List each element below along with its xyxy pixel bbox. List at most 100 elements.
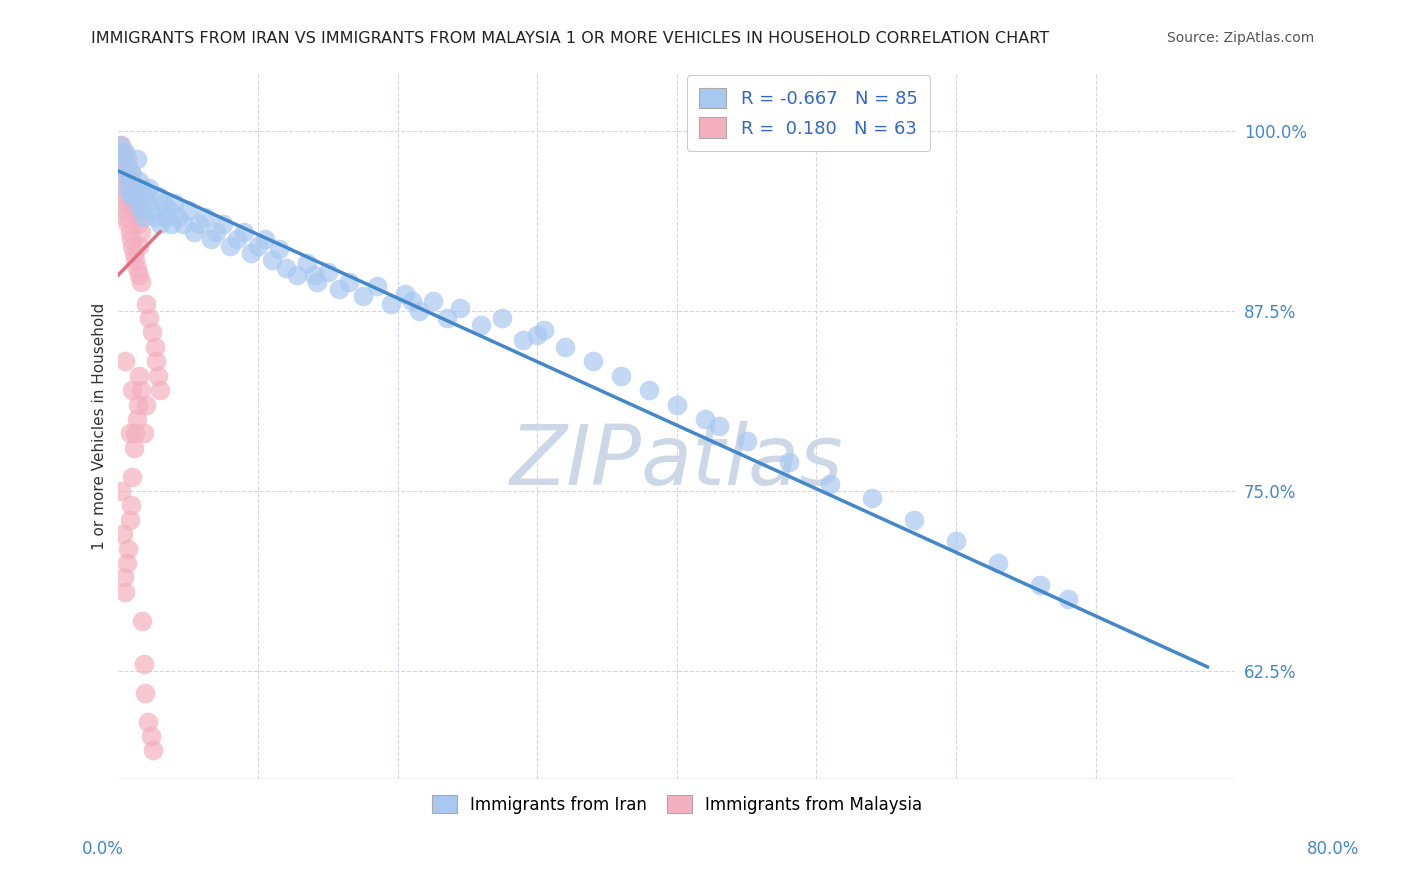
Point	[352, 289, 374, 303]
Point	[253, 232, 276, 246]
Point	[149, 217, 172, 231]
Point	[111, 160, 134, 174]
Point	[138, 311, 160, 326]
Point	[240, 246, 263, 260]
Point	[143, 210, 166, 224]
Point	[111, 527, 134, 541]
Point	[125, 210, 148, 224]
Point	[422, 293, 444, 308]
Point	[121, 188, 143, 202]
Point	[120, 167, 142, 181]
Point	[1056, 592, 1078, 607]
Point	[135, 397, 157, 411]
Point	[121, 469, 143, 483]
Point	[219, 239, 242, 253]
Point	[146, 188, 169, 202]
Point	[131, 181, 153, 195]
Point	[114, 145, 136, 160]
Point	[146, 368, 169, 383]
Point	[316, 265, 339, 279]
Point	[408, 303, 430, 318]
Point	[470, 318, 492, 333]
Point	[160, 217, 183, 231]
Point	[124, 253, 146, 268]
Point	[125, 412, 148, 426]
Point	[131, 614, 153, 628]
Point	[134, 188, 156, 202]
Point	[260, 253, 283, 268]
Point	[149, 383, 172, 397]
Point	[157, 202, 180, 217]
Point	[127, 195, 149, 210]
Point	[128, 368, 150, 383]
Point	[693, 412, 716, 426]
Point	[127, 397, 149, 411]
Point	[111, 188, 134, 202]
Point	[127, 217, 149, 231]
Text: IMMIGRANTS FROM IRAN VS IMMIGRANTS FROM MALAYSIA 1 OR MORE VEHICLES IN HOUSEHOLD: IMMIGRANTS FROM IRAN VS IMMIGRANTS FROM …	[91, 31, 1049, 46]
Point	[401, 293, 423, 308]
Text: 80.0%: 80.0%	[1306, 840, 1360, 858]
Point	[582, 354, 605, 368]
Point	[121, 383, 143, 397]
Point	[117, 541, 139, 556]
Point	[115, 195, 138, 210]
Point	[112, 160, 135, 174]
Point	[172, 217, 194, 231]
Point	[274, 260, 297, 275]
Point	[143, 340, 166, 354]
Point	[114, 354, 136, 368]
Point	[117, 174, 139, 188]
Point	[233, 225, 256, 239]
Point	[138, 181, 160, 195]
Point	[491, 311, 513, 326]
Point	[945, 534, 967, 549]
Point	[117, 217, 139, 231]
Point	[987, 556, 1010, 570]
Point	[145, 354, 167, 368]
Point	[380, 296, 402, 310]
Point	[122, 441, 145, 455]
Point	[120, 188, 142, 202]
Point	[142, 743, 165, 757]
Point	[118, 174, 141, 188]
Point	[129, 275, 152, 289]
Point	[328, 282, 350, 296]
Point	[129, 225, 152, 239]
Point	[302, 268, 325, 282]
Point	[128, 174, 150, 188]
Point	[121, 167, 143, 181]
Point	[132, 426, 155, 441]
Point	[132, 657, 155, 671]
Point	[125, 260, 148, 275]
Point	[526, 328, 548, 343]
Point	[226, 232, 249, 246]
Point	[122, 181, 145, 195]
Point	[115, 556, 138, 570]
Point	[124, 188, 146, 202]
Point	[115, 181, 138, 195]
Point	[820, 476, 842, 491]
Point	[285, 268, 308, 282]
Point	[247, 239, 270, 253]
Point	[200, 232, 222, 246]
Point	[735, 434, 758, 448]
Point	[125, 153, 148, 167]
Point	[108, 153, 131, 167]
Point	[114, 585, 136, 599]
Point	[112, 167, 135, 181]
Point	[533, 322, 555, 336]
Point	[707, 419, 730, 434]
Point	[436, 311, 458, 326]
Text: 0.0%: 0.0%	[82, 840, 124, 858]
Point	[135, 195, 157, 210]
Point	[903, 513, 925, 527]
Point	[305, 275, 328, 289]
Point	[115, 153, 138, 167]
Point	[124, 426, 146, 441]
Point	[188, 217, 211, 231]
Point	[267, 242, 290, 256]
Point	[108, 138, 131, 153]
Point	[136, 714, 159, 729]
Point	[110, 181, 132, 195]
